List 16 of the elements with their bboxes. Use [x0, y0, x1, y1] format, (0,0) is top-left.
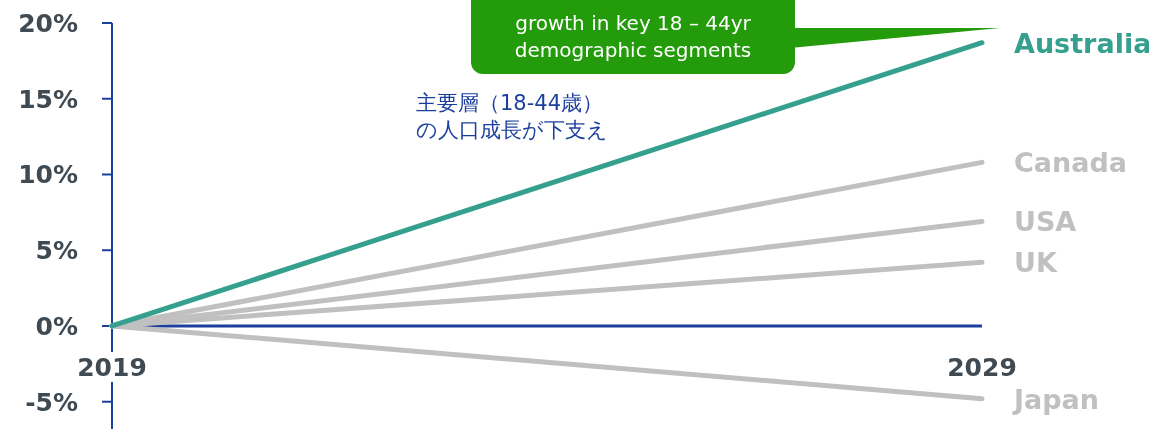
- y-tick-label: 0%: [35, 311, 78, 341]
- series-label: Australia: [1014, 27, 1149, 59]
- y-tick-label: -5%: [25, 387, 78, 417]
- annotation: の人口成長が下支え: [416, 118, 608, 142]
- series-label: Japan: [1012, 383, 1100, 415]
- annotation: 主要層（18-44歳）: [416, 91, 604, 115]
- y-tick-label: 15%: [18, 84, 78, 114]
- y-tick-label: 5%: [35, 236, 78, 266]
- x-tick-label: 2029: [947, 352, 1017, 382]
- series-label: USA: [1014, 206, 1077, 238]
- y-tick-label: 10%: [18, 160, 78, 190]
- x-tick-label: 2019: [77, 352, 147, 382]
- series-label: UK: [1014, 247, 1058, 279]
- series-label: Canada: [1014, 147, 1128, 179]
- y-tick-label: 20%: [18, 9, 78, 38]
- annotation: growth in key 18 – 44yr demographic segments: [514, 11, 752, 62]
